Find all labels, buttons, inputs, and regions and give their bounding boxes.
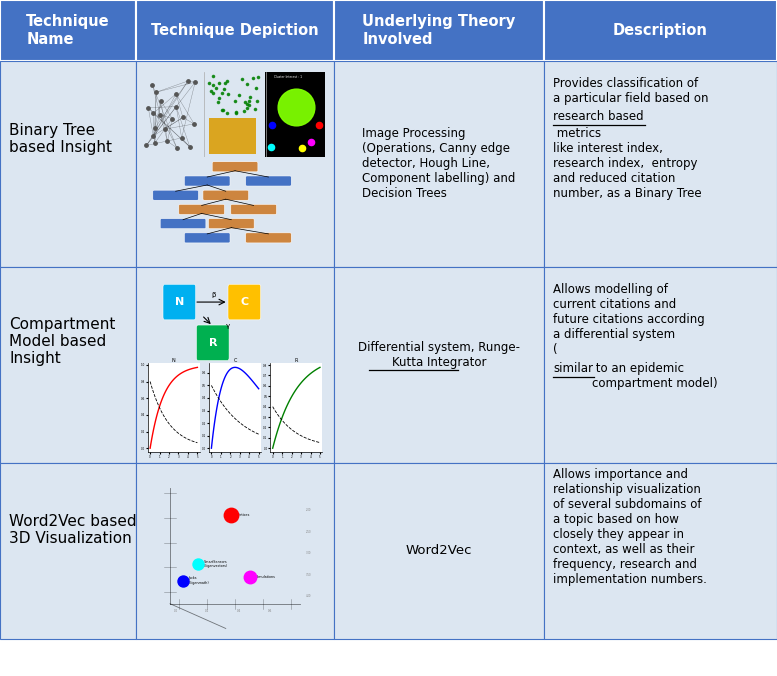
Text: Compartment
Model based
Insight: Compartment Model based Insight xyxy=(9,316,116,366)
Text: similar: similar xyxy=(553,362,593,375)
FancyBboxPatch shape xyxy=(136,0,334,61)
Text: Binary Tree
based Insight: Binary Tree based Insight xyxy=(9,123,113,155)
Text: Technique
Name: Technique Name xyxy=(26,14,110,47)
Text: Word2Vec based
3D Visualization: Word2Vec based 3D Visualization xyxy=(9,514,137,546)
FancyBboxPatch shape xyxy=(334,0,544,61)
FancyBboxPatch shape xyxy=(0,267,136,463)
Text: Provides classification of
a particular field based on: Provides classification of a particular … xyxy=(553,77,709,105)
FancyBboxPatch shape xyxy=(136,267,334,463)
FancyBboxPatch shape xyxy=(544,267,777,463)
FancyBboxPatch shape xyxy=(544,463,777,639)
Text: Description: Description xyxy=(613,23,708,38)
Text: metrics
like interest index,
research index,  entropy
and reduced citation
numbe: metrics like interest index, research in… xyxy=(553,127,702,200)
FancyBboxPatch shape xyxy=(136,61,334,267)
FancyBboxPatch shape xyxy=(544,61,777,267)
Text: Technique Depiction: Technique Depiction xyxy=(152,23,319,38)
FancyBboxPatch shape xyxy=(136,463,334,639)
FancyBboxPatch shape xyxy=(334,463,544,639)
Text: Allows modelling of
current citations and
future citations according
a different: Allows modelling of current citations an… xyxy=(553,283,705,356)
Text: Image Processing
(Operations, Canny edge
detector, Hough Line,
Component labelli: Image Processing (Operations, Canny edge… xyxy=(362,128,516,200)
FancyBboxPatch shape xyxy=(0,61,136,267)
FancyBboxPatch shape xyxy=(544,0,777,61)
Text: Word2Vec: Word2Vec xyxy=(406,544,472,558)
Text: research based: research based xyxy=(553,110,644,123)
Text: to an epidemic
compartment model): to an epidemic compartment model) xyxy=(592,362,718,391)
FancyBboxPatch shape xyxy=(0,463,136,639)
Text: Differential system, Runge-
Kutta Integrator: Differential system, Runge- Kutta Integr… xyxy=(358,341,520,369)
Text: Allows importance and
relationship visualization
of several subdomains of
a topi: Allows importance and relationship visua… xyxy=(553,468,707,586)
FancyBboxPatch shape xyxy=(334,267,544,463)
FancyBboxPatch shape xyxy=(334,61,544,267)
FancyBboxPatch shape xyxy=(0,0,136,61)
Text: Underlying Theory
Involved: Underlying Theory Involved xyxy=(362,14,516,47)
